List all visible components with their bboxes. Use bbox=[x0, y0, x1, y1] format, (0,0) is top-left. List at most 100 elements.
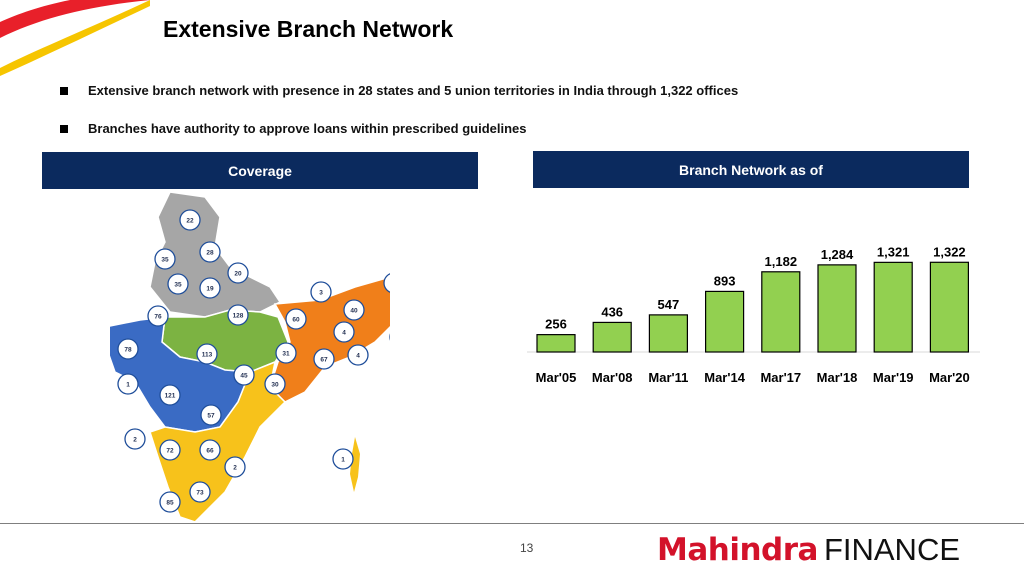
bar-Mar'11 bbox=[648, 314, 689, 353]
map-branch-count-badge: 30 bbox=[264, 373, 286, 395]
badge-label: 73 bbox=[196, 490, 204, 497]
badge-label: 19 bbox=[206, 286, 214, 293]
badge-label: 121 bbox=[165, 393, 176, 400]
map-branch-count-badge: 72 bbox=[159, 439, 181, 461]
badge-label: 57 bbox=[207, 413, 215, 420]
map-branch-count-badge: 22 bbox=[179, 209, 201, 231]
bar-value-label: 1,182 bbox=[765, 254, 798, 269]
badge-label: 45 bbox=[240, 373, 248, 380]
x-tick-label: Mar'17 bbox=[760, 370, 801, 385]
x-tick-label: Mar'19 bbox=[873, 370, 914, 385]
map-branch-count-badge: 1 bbox=[332, 448, 354, 470]
badge-label: 4 bbox=[342, 330, 346, 337]
map-branch-count-badge: 60 bbox=[285, 308, 307, 330]
x-tick-label: Mar'11 bbox=[648, 370, 688, 385]
map-branch-count-badge: 28 bbox=[199, 241, 221, 263]
map-branch-count-badge: 45 bbox=[233, 364, 255, 386]
bar-Mar'19 bbox=[873, 261, 913, 353]
badge-label: 40 bbox=[350, 308, 358, 315]
badge-label: 20 bbox=[234, 271, 242, 278]
badge-label: 1 bbox=[341, 457, 345, 464]
x-tick-label: Mar'05 bbox=[536, 370, 577, 385]
badge-label: 2 bbox=[233, 465, 237, 472]
map-branch-count-badge: 66 bbox=[199, 439, 221, 461]
map-branch-count-badge: 31 bbox=[275, 342, 297, 364]
badge-label: 85 bbox=[166, 500, 174, 507]
bar-value-label: 547 bbox=[658, 297, 680, 312]
map-branch-count-badge: 76 bbox=[147, 305, 169, 327]
map-branch-count-badge: 128 bbox=[227, 304, 249, 326]
square-bullet-icon bbox=[60, 87, 68, 95]
bar-value-label: 1,284 bbox=[821, 247, 854, 262]
square-bullet-icon bbox=[60, 125, 68, 133]
badge-label: 76 bbox=[154, 314, 162, 321]
x-tick-label: Mar'08 bbox=[592, 370, 633, 385]
bullet-text: Extensive branch network with presence i… bbox=[88, 83, 739, 98]
map-branch-count-badge: 40 bbox=[343, 299, 365, 321]
badge-label: 128 bbox=[233, 313, 244, 320]
page-number: 13 bbox=[520, 541, 534, 555]
bar-Mar'18 bbox=[817, 264, 857, 353]
x-tick-label: Mar'20 bbox=[929, 370, 970, 385]
bar-Mar'17 bbox=[761, 271, 801, 353]
page-title: Extensive Branch Network bbox=[163, 16, 454, 42]
map-branch-count-badge: 57 bbox=[200, 404, 222, 426]
bar-value-label: 436 bbox=[601, 304, 623, 319]
badge-label: 1 bbox=[126, 382, 130, 389]
bar-value-label: 1,322 bbox=[933, 244, 966, 259]
corner-decoration bbox=[0, 0, 150, 76]
bar-Mar'08 bbox=[592, 321, 632, 353]
mahindra-finance-logo: Mahindra FINANCE bbox=[657, 532, 960, 568]
badge-label: 66 bbox=[206, 448, 214, 455]
map-branch-count-badge: 35 bbox=[154, 248, 176, 270]
map-branch-count-badge: 1 bbox=[117, 373, 139, 395]
map-branch-count-badge: 121 bbox=[159, 384, 181, 406]
bar-Mar'14 bbox=[705, 290, 745, 353]
branch-network-header-label: Branch Network as of bbox=[679, 161, 823, 178]
logo-finance-text: FINANCE bbox=[823, 532, 961, 567]
map-badges: 2228352035193276128604014178113316744530… bbox=[117, 209, 390, 513]
map-branch-count-badge: 113 bbox=[196, 343, 218, 365]
coverage-header: Coverage bbox=[42, 152, 478, 189]
x-tick-label: Mar'14 bbox=[704, 370, 745, 385]
badge-label: 67 bbox=[320, 357, 328, 364]
badge-label: 4 bbox=[356, 353, 360, 360]
map-branch-count-badge: 20 bbox=[227, 262, 249, 284]
badge-label: 72 bbox=[166, 448, 174, 455]
badge-label: 22 bbox=[186, 218, 194, 225]
bullet-text: Branches have authority to approve loans… bbox=[88, 121, 527, 136]
badge-label: 78 bbox=[124, 347, 132, 354]
bar-value-label: 1,321 bbox=[877, 244, 910, 259]
map-branch-count-badge: 3 bbox=[310, 281, 332, 303]
badge-label: 2 bbox=[133, 437, 137, 444]
branch-network-header: Branch Network as of bbox=[533, 151, 969, 188]
map-branch-count-badge: 2 bbox=[124, 428, 146, 450]
map-branch-count-badge: 2 bbox=[383, 273, 390, 293]
map-branch-count-badge: 4 bbox=[333, 321, 355, 343]
badge-label: 3 bbox=[319, 290, 323, 297]
map-branch-count-badge: 85 bbox=[159, 491, 181, 513]
india-coverage-map: 2228352035193276128604014178113316744530… bbox=[110, 192, 390, 522]
badge-label: 28 bbox=[206, 250, 214, 257]
branch-network-chart: 256 Mar'05 436 Mar'08 547 Mar'11 893 Mar'14 1,18… bbox=[527, 244, 980, 385]
map-branch-count-badge: 35 bbox=[167, 273, 189, 295]
logo-mahindra-text: Mahindra bbox=[657, 532, 818, 568]
badge-label: 35 bbox=[161, 257, 169, 264]
map-branch-count-badge: 73 bbox=[189, 481, 211, 503]
badge-label: 31 bbox=[282, 351, 290, 358]
x-tick-label: Mar'18 bbox=[817, 370, 858, 385]
badge-label: 35 bbox=[174, 282, 182, 289]
map-branch-count-badge: 4 bbox=[347, 344, 369, 366]
coverage-header-label: Coverage bbox=[228, 162, 292, 179]
map-branch-count-badge: 19 bbox=[199, 277, 221, 299]
bar-Mar'20 bbox=[929, 261, 969, 353]
badge-label: 113 bbox=[202, 352, 213, 359]
bar-value-label: 256 bbox=[545, 317, 567, 332]
bar-value-label: 893 bbox=[714, 273, 736, 288]
map-branch-count-badge: 78 bbox=[117, 338, 139, 360]
badge-label: 60 bbox=[292, 317, 300, 324]
bar-Mar'05 bbox=[536, 334, 576, 353]
footer-divider bbox=[0, 523, 1024, 524]
map-region-andaman bbox=[350, 437, 360, 492]
map-branch-count-badge: 67 bbox=[313, 348, 335, 370]
